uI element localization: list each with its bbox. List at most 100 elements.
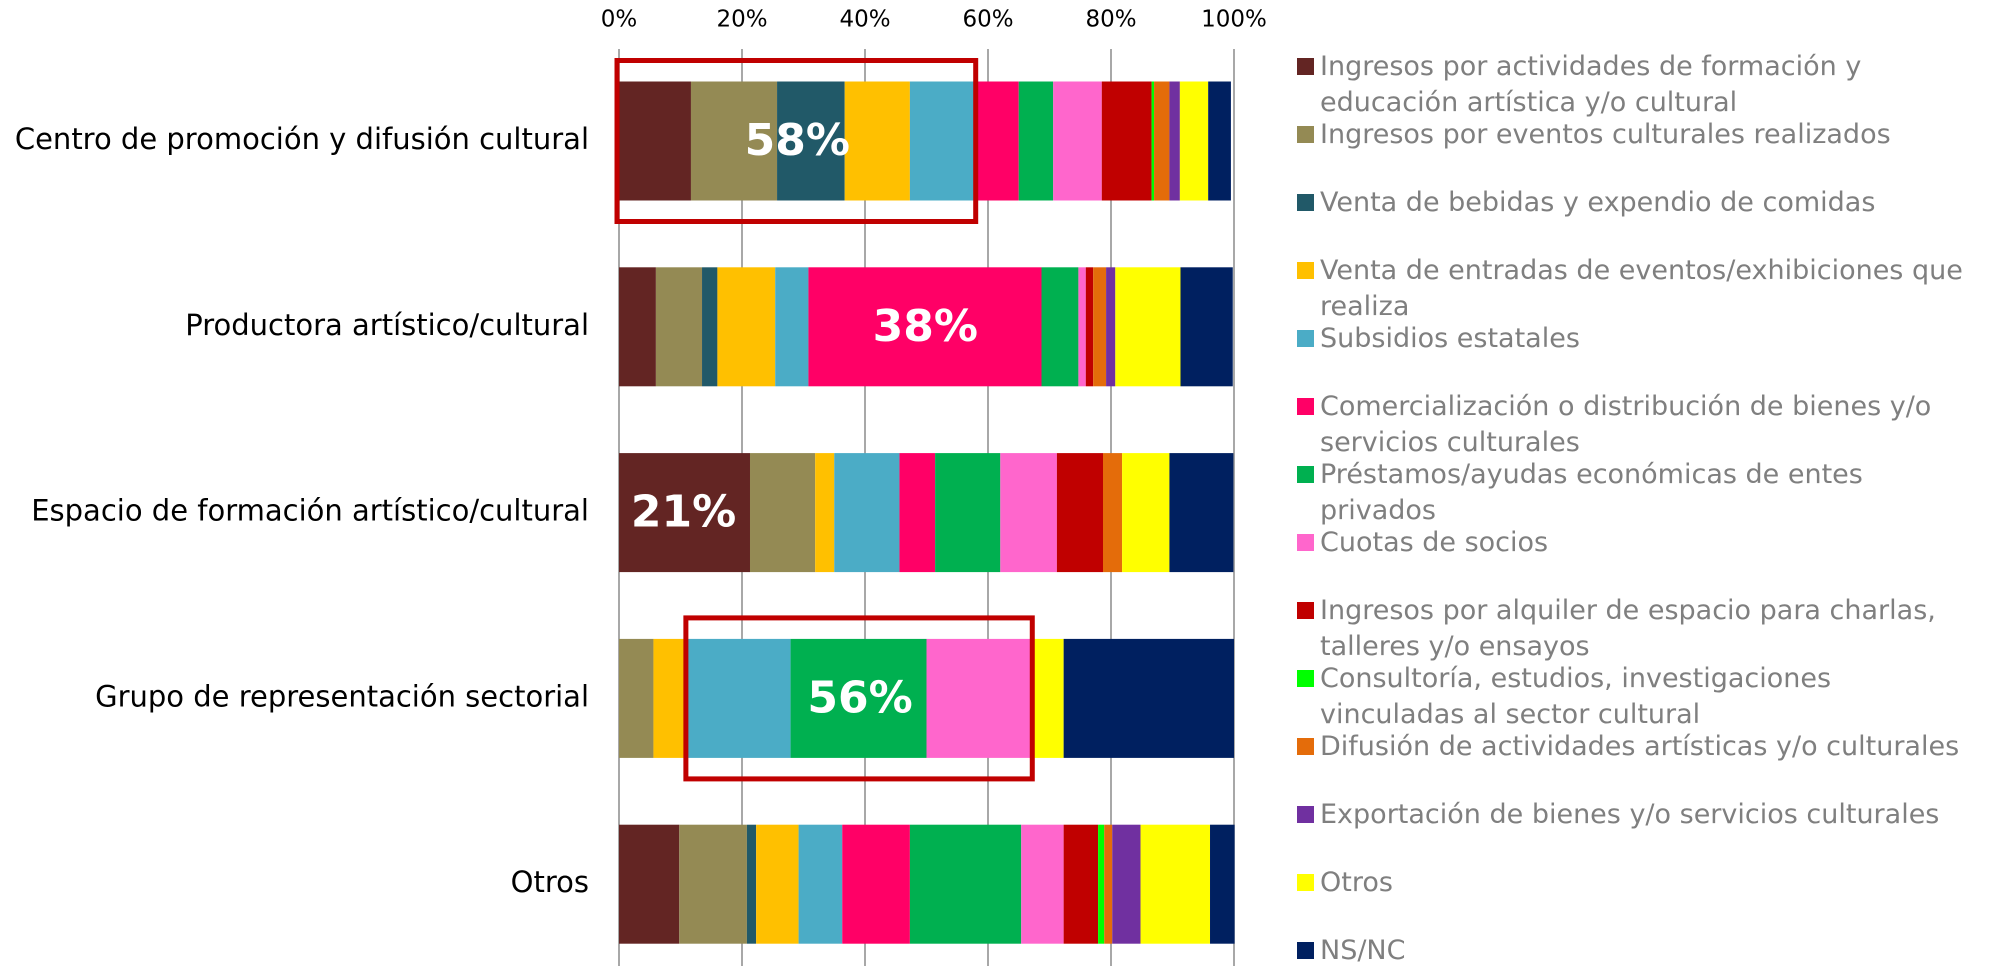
bar-segment	[1169, 81, 1180, 201]
x-tick-label: 100%	[1201, 7, 1267, 33]
category-label: Grupo de representación sectorial	[95, 679, 589, 713]
legend-swatch	[1297, 874, 1314, 891]
bar-segment	[1112, 824, 1141, 944]
bar-segment	[1104, 824, 1113, 944]
bar-segment	[619, 453, 750, 573]
category-label: Espacio de formación artístico/cultural	[31, 494, 589, 528]
bar-segment	[1056, 453, 1104, 573]
bar-segment	[619, 267, 656, 387]
bar-segment	[815, 453, 835, 573]
legend-line: Consultoría, estudios, investigaciones	[1320, 663, 1831, 694]
bar-segment	[790, 638, 927, 758]
legend-line: vinculadas al sector cultural	[1320, 699, 1700, 730]
legend-label: Comercialización o distribución de biene…	[1320, 391, 1931, 458]
legend-line: Exportación de bienes y/o servicios cult…	[1320, 799, 1939, 830]
legend-line: Otros	[1320, 867, 1393, 898]
bar-segment	[746, 824, 757, 944]
bar-segment	[619, 824, 680, 944]
annotation-label: 58%	[745, 115, 850, 166]
bar-segment	[679, 824, 747, 944]
bar-segment	[1115, 267, 1181, 387]
bar-segment	[749, 453, 816, 573]
bar-segment	[717, 267, 776, 387]
bar-segment	[1078, 267, 1086, 387]
bar-segment	[619, 81, 691, 201]
legend-swatch	[1297, 398, 1314, 415]
legend-label: NS/NC	[1320, 935, 1405, 966]
bar-segment	[798, 824, 843, 944]
highlight-box	[614, 58, 979, 224]
legend-line: talleres y/o ensayos	[1320, 631, 1590, 662]
bar-segment	[1151, 81, 1155, 201]
bar-segment	[775, 267, 809, 387]
legend-swatch	[1297, 330, 1314, 347]
bar-segment	[1154, 81, 1170, 201]
legend-line: Subsidios estatales	[1320, 323, 1580, 354]
bar-segment	[899, 453, 936, 573]
bar-segment	[1208, 81, 1231, 201]
x-tick-label: 80%	[1085, 7, 1136, 33]
annotation-label: 21%	[631, 487, 736, 538]
legend-line: Difusión de actividades artísticas y/o c…	[1320, 731, 1959, 762]
legend-swatch	[1297, 806, 1314, 823]
bar-segment	[842, 824, 910, 944]
legend-label: Otros	[1320, 867, 1393, 898]
legend-swatch	[1297, 262, 1314, 279]
highlight-box	[683, 615, 1035, 782]
legend-label: Exportación de bienes y/o servicios cult…	[1320, 799, 1939, 830]
bar-segment	[1085, 267, 1094, 387]
bar-segment	[702, 267, 718, 387]
legend-swatch	[1297, 466, 1314, 483]
bar-segment	[834, 453, 900, 573]
legend-line: educación artística y/o cultural	[1320, 87, 1737, 118]
bar-segment	[1093, 267, 1107, 387]
bar-segment	[1179, 81, 1209, 201]
bar-segment	[687, 638, 791, 758]
legend-line: NS/NC	[1320, 935, 1405, 966]
legend-label: Ingresos por actividades de formación y e…	[1320, 51, 1861, 118]
legend-label: Difusión de actividades artísticas y/o c…	[1320, 731, 1959, 762]
bar-segment	[935, 453, 1001, 573]
x-tick-label: 0%	[601, 7, 638, 33]
legend-swatch	[1297, 738, 1314, 755]
legend-swatch	[1297, 670, 1314, 687]
legend-line: Préstamos/ayudas económicas de entes	[1320, 459, 1863, 490]
legend-line: Venta de entradas de eventos/exhibicione…	[1320, 255, 1963, 286]
category-label: Productora artístico/cultural	[185, 308, 589, 342]
bar-segment	[1063, 638, 1234, 758]
bar-segment	[1053, 81, 1102, 201]
bar-segment	[1018, 81, 1054, 201]
legend-label: Préstamos/ayudas económicas de entes priv…	[1320, 459, 1863, 526]
x-tick-label: 60%	[962, 7, 1013, 33]
x-tick-label: 20%	[716, 7, 767, 33]
bar-segment	[690, 81, 778, 201]
legend-swatch	[1297, 942, 1314, 959]
legend-line: Ingresos por actividades de formación y	[1320, 51, 1861, 82]
legend-label: Subsidios estatales	[1320, 323, 1580, 354]
legend-label: Venta de entradas de eventos/exhibicione…	[1320, 255, 1963, 322]
bar-segment	[1180, 267, 1233, 387]
bar-segment	[653, 638, 688, 758]
legend-swatch	[1297, 194, 1314, 211]
legend-line: privados	[1320, 495, 1436, 526]
bar-segment	[1021, 824, 1064, 944]
legend-label: Ingresos por alquiler de espacio para ch…	[1320, 595, 1936, 662]
bar-segment	[1210, 824, 1235, 944]
legend-line: Comercialización o distribución de biene…	[1320, 391, 1931, 422]
legend-swatch	[1297, 602, 1314, 619]
bar-segment	[808, 267, 1042, 387]
bar-segment	[1098, 824, 1105, 944]
bar-segment	[1031, 638, 1064, 758]
bar-segment	[1103, 453, 1123, 573]
bar-segment	[756, 824, 799, 944]
annotation-label: 38%	[873, 301, 978, 352]
bar-segment	[1169, 453, 1234, 573]
legend-line: Cuotas de socios	[1320, 527, 1548, 558]
legend-line: Venta de bebidas y expendio de comidas	[1320, 187, 1875, 218]
legend-line: servicios culturales	[1320, 427, 1580, 458]
legend-line: Ingresos por alquiler de espacio para ch…	[1320, 595, 1936, 626]
x-tick-label: 40%	[839, 7, 890, 33]
annotation-label: 56%	[807, 672, 912, 723]
legend-line: realiza	[1320, 291, 1409, 322]
